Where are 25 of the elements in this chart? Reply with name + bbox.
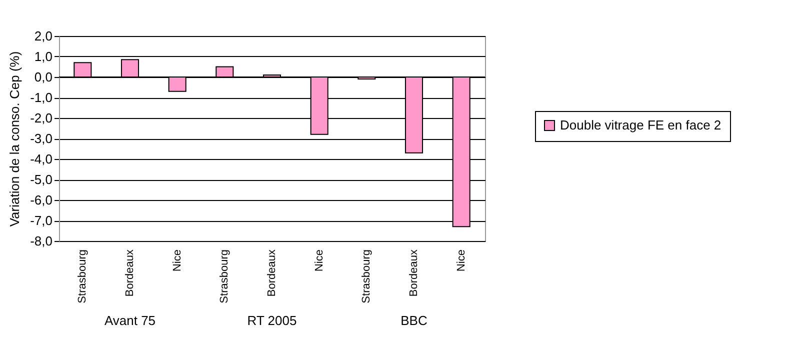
x-tick-label: Bordeaux [408,249,420,297]
x-tick-label: Nice [171,250,184,272]
y-tick-label: -2,0 [30,110,52,126]
x-tick-label: Nice [313,250,326,272]
text: RT 2005 [247,313,297,328]
x-tick-label: Bordeaux [266,249,278,297]
y-tick-label: -7,0 [30,213,52,228]
x-tick-label: Nice [455,250,468,272]
y-tick-label: 2,0 [34,28,52,44]
x-tick-label: Strasbourg [76,250,89,304]
y-tick-label: -1,0 [30,90,52,105]
y-tick-label: -5,0 [30,172,52,187]
legend-label: Double vitrage FE en face 2 [560,118,722,132]
y-tick-label: -4,0 [30,152,52,166]
x-tick-label: Bordeaux [124,249,136,297]
y-axis-title: Variation de la conso. Cep (%) [7,51,22,227]
y-tick-label: 1,0 [34,49,52,64]
y-tick-label: -3,0 [30,131,52,146]
x-tick-label: Strasbourg [360,250,373,304]
x-tick-label: Strasbourg [218,250,231,304]
text: Avant 75 [104,313,156,328]
text: BBC [400,313,428,328]
y-tick-label: -8,0 [30,234,52,248]
y-tick-label: -6,0 [30,192,52,208]
y-tick-label: 0,0 [34,70,52,84]
